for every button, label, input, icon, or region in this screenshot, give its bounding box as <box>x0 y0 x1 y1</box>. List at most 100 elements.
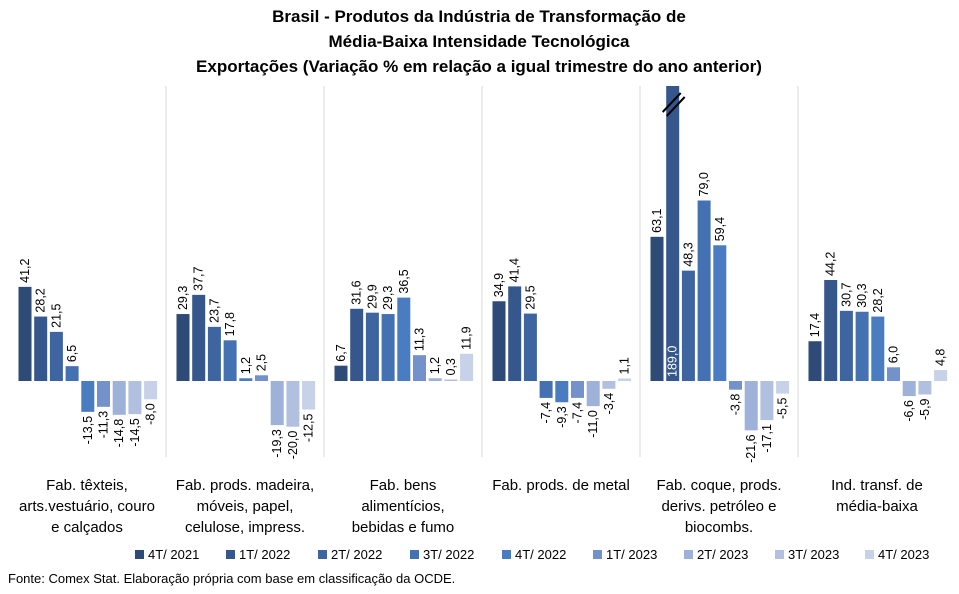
data-label: -9,3 <box>555 406 569 428</box>
bar <box>586 381 600 407</box>
bar <box>350 308 364 381</box>
bar <box>97 381 110 407</box>
data-label: -13,5 <box>81 416 95 445</box>
data-label: 17,4 <box>808 313 822 337</box>
data-label: -3,8 <box>729 394 743 416</box>
data-label: 6,5 <box>65 345 79 362</box>
data-label: 31,6 <box>350 280 364 304</box>
data-label: 79,0 <box>697 172 711 196</box>
data-label: 30,3 <box>855 283 869 307</box>
data-label: 2,5 <box>255 354 269 371</box>
data-label: -6,6 <box>902 400 916 422</box>
bar <box>176 314 190 381</box>
bar <box>413 355 426 381</box>
legend-label: 1T/ 2023 <box>606 547 657 562</box>
bar <box>681 270 695 381</box>
bar <box>776 381 790 394</box>
bar <box>744 381 758 431</box>
category-label: bebidas e fumo <box>352 519 455 536</box>
bar <box>839 310 853 381</box>
bar <box>934 370 948 381</box>
bar <box>855 311 869 381</box>
bar <box>34 316 48 381</box>
bar <box>902 381 916 397</box>
bar <box>808 341 822 381</box>
bar <box>207 326 221 381</box>
category-label: Fab. bens <box>370 477 437 494</box>
group-dividers <box>165 86 799 457</box>
data-label: -11,0 <box>586 410 600 438</box>
data-label: 29,5 <box>523 285 537 309</box>
axis-break-mark <box>665 96 686 117</box>
legend-swatch <box>135 550 144 559</box>
data-label: 6,7 <box>334 344 348 361</box>
data-label: -19,3 <box>270 429 284 458</box>
bar <box>286 381 300 427</box>
bar <box>571 381 584 398</box>
category-labels: Fab. têxteis, arts.vestuário, couro e calç… <box>19 477 923 536</box>
data-label: 48,3 <box>681 242 695 266</box>
legend-swatch <box>318 550 327 559</box>
bar <box>444 379 458 381</box>
data-label: 28,2 <box>871 288 885 312</box>
data-label: -5,9 <box>918 398 932 420</box>
legend-label: 3T/ 2023 <box>788 547 839 562</box>
bar <box>65 366 79 381</box>
bar <box>508 286 522 381</box>
data-label: -7,4 <box>571 402 585 424</box>
data-label: 23,7 <box>207 298 221 322</box>
data-label: 1,2 <box>428 357 442 374</box>
data-label: -7,4 <box>539 402 553 424</box>
data-label: 0,3 <box>444 358 458 375</box>
bar <box>713 245 727 381</box>
legend-swatch <box>226 550 235 559</box>
data-label: -3,4 <box>602 393 616 415</box>
data-label: -5,5 <box>776 398 790 420</box>
source-note: Fonte: Comex Stat. Elaboração própria co… <box>8 571 455 586</box>
bar <box>302 381 316 410</box>
category-label: Fab. coque, prods. <box>656 477 781 494</box>
bar <box>144 381 158 400</box>
bar <box>49 331 63 381</box>
bar <box>270 381 284 426</box>
bar <box>381 314 395 381</box>
legend-swatch <box>684 550 693 559</box>
data-label: 41,4 <box>508 258 522 282</box>
legend-swatch <box>410 550 419 559</box>
data-label: 41,2 <box>18 258 32 282</box>
data-label: -17,1 <box>760 424 774 453</box>
bar <box>523 313 537 381</box>
bar <box>697 200 711 381</box>
data-label: 4,8 <box>934 349 948 366</box>
chart-title-line: Brasil - Produtos da Indústria de Transf… <box>272 7 686 26</box>
legend-label: 3T/ 2022 <box>423 547 474 562</box>
data-label: 189,0 <box>666 346 680 377</box>
legend-label: 2T/ 2022 <box>331 547 382 562</box>
data-label: 44,2 <box>824 252 838 276</box>
data-label: -12,5 <box>302 414 316 443</box>
bar <box>112 381 126 415</box>
data-label: -20,0 <box>286 431 300 460</box>
bar <box>428 378 442 381</box>
chart-title: Brasil - Produtos da Indústria de Transf… <box>196 7 762 76</box>
data-label: 11,9 <box>460 326 474 349</box>
legend-label: 4T/ 2022 <box>515 547 566 562</box>
legend-label: 4T/ 2023 <box>878 547 929 562</box>
bar <box>81 381 95 412</box>
category-label: Ind. transf. de <box>831 477 923 494</box>
category-label: alimentícios, <box>361 498 444 515</box>
category-label: média-baixa <box>836 498 918 515</box>
category-label: derivs. petróleo e <box>661 498 776 515</box>
data-label: 37,7 <box>192 266 206 290</box>
bar <box>555 381 569 403</box>
legend-label: 2T/ 2023 <box>697 547 748 562</box>
legend-swatch <box>593 550 602 559</box>
legend: 4T/ 2021 1T/ 2022 2T/ 2022 3T/ 2022 4T/ 2022… <box>135 547 929 562</box>
legend-swatch <box>502 550 511 559</box>
data-label: -14,8 <box>112 419 126 448</box>
data-label: 11,3 <box>413 328 427 351</box>
legend-label: 1T/ 2022 <box>239 547 290 562</box>
bar <box>824 280 838 381</box>
category-label: Fab. têxteis, <box>46 477 128 494</box>
data-label: 21,5 <box>49 303 63 327</box>
